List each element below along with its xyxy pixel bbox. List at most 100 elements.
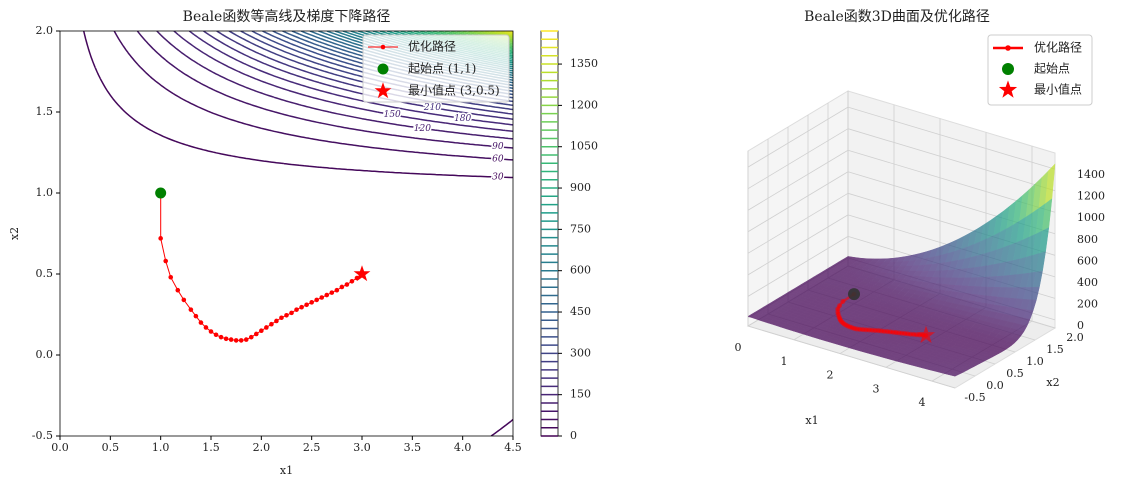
contour-line (156, 31, 513, 140)
legend-label: 优化路径 (408, 39, 456, 54)
x-tick-label: 3 (873, 382, 880, 395)
y-tick-label: 2.0 (36, 24, 54, 37)
colorbar-tick-label: 1200 (570, 98, 598, 111)
marker-point (193, 313, 199, 319)
x-axis-label: x1 (805, 414, 818, 427)
x-tick-label: 2 (827, 369, 834, 382)
marker-point (168, 274, 174, 280)
y-axis-label: x2 (1046, 376, 1059, 389)
marker-point (248, 334, 254, 340)
marker-point (349, 278, 355, 284)
marker-point (163, 258, 168, 264)
legend-label: 起始点 (1034, 62, 1070, 76)
contour-label: 120 (414, 124, 431, 134)
y-tick-label: 0.0 (986, 379, 1004, 392)
x-tick-label: 2.0 (253, 441, 271, 454)
marker-point (284, 313, 289, 318)
contour-line (173, 31, 513, 133)
x-tick-label: 3.0 (353, 441, 371, 454)
z-tick-label: 1400 (1077, 168, 1105, 181)
marker-star (374, 82, 392, 99)
x-tick-label: 0.5 (102, 441, 120, 454)
x-tick-label: 4.0 (454, 441, 472, 454)
marker-point (264, 325, 269, 330)
marker-point (840, 298, 846, 304)
marker-point (223, 336, 229, 342)
x-tick-label: 3.5 (404, 441, 422, 454)
colorbar-tick-label: 300 (570, 346, 591, 359)
axes-frame (59, 30, 514, 437)
colorbar-tick-label: 150 (570, 388, 591, 401)
marker-star (998, 80, 1018, 98)
grid-line (747, 171, 849, 233)
marker-point (299, 304, 304, 310)
marker-point (158, 236, 163, 241)
marker-point (377, 63, 389, 75)
chart-title: Beale函数3D曲面及优化路径 (804, 9, 990, 25)
x-tick-label: 1.0 (152, 441, 170, 454)
marker-point (181, 297, 187, 303)
marker-point (314, 297, 320, 303)
marker-point (334, 287, 340, 293)
marker-point (1005, 45, 1011, 51)
marker-point (233, 338, 239, 343)
marker-point (269, 321, 274, 327)
x-tick-label: 2.5 (303, 441, 321, 454)
marker-point (238, 338, 244, 343)
legend-box (362, 34, 510, 103)
colorbar-frame (540, 30, 559, 437)
colorbar-tick-label: 1050 (570, 140, 598, 153)
marker-point (253, 331, 259, 337)
y-tick-label: 0.5 (36, 267, 54, 280)
y-tick-label: 1.0 (36, 186, 54, 199)
y-tick-label: 1.5 (1046, 343, 1064, 356)
x-tick-label: 1 (781, 355, 788, 368)
chart-title: Beale函数等高线及梯度下降路径 (183, 8, 391, 25)
y-tick-label: 1.5 (36, 105, 54, 118)
x-tick-label: 4 (919, 396, 926, 409)
marker-star (353, 265, 371, 282)
grid-line (747, 236, 849, 297)
legend-label: 最小值点 (1034, 82, 1082, 97)
colorbar-tick-label: 450 (570, 305, 591, 318)
contour-line (136, 31, 513, 149)
contour-overlay: 0.0 0.5 1.0 1.5 2.0 2.5 3.0 3.5 4.0 4.5-0.50.00.5… (8, 8, 598, 477)
marker-point (198, 320, 204, 325)
contour-label: 150 (384, 110, 401, 120)
marker-point (274, 318, 279, 324)
y-tick-label: -0.5 (32, 429, 53, 442)
marker-point (1002, 63, 1014, 75)
y-tick-label: 1.0 (1026, 355, 1044, 368)
z-tick-label: 1200 (1077, 190, 1105, 203)
z-tick-label: 600 (1077, 254, 1098, 267)
marker-point (218, 334, 224, 340)
x-tick-label: 0.0 (51, 441, 69, 454)
marker-point (155, 187, 167, 199)
x-tick-label: 1.5 (202, 441, 220, 454)
x-tick-label: 4.5 (504, 441, 522, 454)
marker-point (188, 307, 194, 312)
marker-point (208, 329, 214, 334)
colorbar-tick-label: 0 (570, 429, 577, 442)
marker-point (228, 337, 234, 342)
marker-point (243, 337, 249, 342)
marker-star (916, 325, 936, 343)
marker-point (259, 328, 264, 334)
marker-point (319, 295, 325, 300)
x-tick-label: 0 (735, 341, 742, 354)
colorbar-tick-label: 900 (570, 181, 591, 194)
marker-point (309, 300, 314, 305)
grid-line (747, 192, 849, 254)
marker-point (289, 310, 294, 316)
surface-patch (947, 372, 959, 377)
marker-point (294, 307, 299, 312)
marker-point (175, 287, 181, 293)
z-tick-label: 0 (1077, 319, 1084, 332)
contour-label: 30 (492, 173, 504, 183)
marker-point (213, 332, 219, 338)
